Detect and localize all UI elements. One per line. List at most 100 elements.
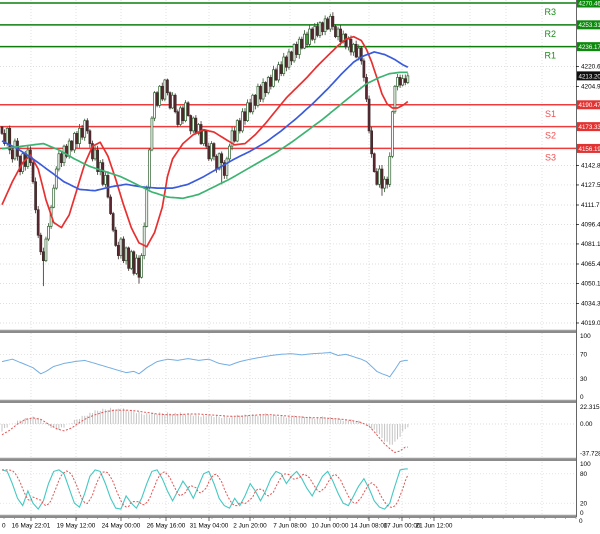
price-axis-value: 4034.35 [581, 301, 600, 308]
candle-body [194, 117, 198, 134]
candle-body [328, 15, 332, 30]
rsi-axis-value: 30 [580, 376, 588, 383]
candle-body [153, 92, 156, 119]
macd-axis-value: -37.728 [580, 450, 600, 457]
resistance-label-r3: R3 [544, 7, 556, 17]
panel-separator[interactable] [0, 458, 576, 461]
time-axis-label: 24 May 00:00 [102, 523, 141, 530]
candle-body [367, 98, 371, 132]
candle-body [349, 38, 353, 53]
candle-body [67, 140, 71, 157]
price-axis-value: 4065.40 [581, 261, 600, 268]
price-axis-value: 4019.05 [581, 320, 600, 327]
panel-separator[interactable] [0, 515, 576, 518]
price-axis-value: 4204.90 [581, 84, 600, 91]
candle-body [191, 117, 195, 132]
candle-body [378, 168, 381, 185]
candle-body [228, 145, 231, 160]
candle-body [91, 143, 94, 160]
candle-body [207, 145, 211, 160]
price-axis-strip[interactable] [576, 0, 600, 517]
panel-separator[interactable] [0, 330, 576, 333]
candle-body [160, 85, 164, 100]
candle-body [147, 149, 151, 189]
candle-body [158, 85, 162, 106]
candle-body [380, 168, 384, 189]
candle-body [199, 124, 203, 144]
candle-body [54, 168, 58, 189]
candle-body [212, 143, 216, 157]
candle-body [401, 78, 405, 86]
candle-body [119, 238, 123, 256]
price-axis-value: 4111.75 [581, 202, 600, 209]
candle-body [44, 238, 48, 262]
candle-body [145, 187, 149, 227]
candle-body [375, 171, 379, 185]
candle-body [318, 22, 322, 36]
candle-body [111, 213, 115, 231]
panel-separator[interactable] [0, 400, 576, 403]
stoch-d-line [2, 469, 409, 508]
candle-body [403, 78, 407, 83]
candle-body [261, 82, 265, 100]
candle-body [132, 251, 136, 274]
candle-body [140, 255, 143, 278]
candle-body [238, 120, 242, 132]
candle-body [34, 181, 37, 211]
candle-body [241, 111, 244, 132]
candle-body [300, 38, 304, 49]
candle-body [36, 209, 40, 236]
candle-body [326, 18, 330, 30]
candle-body [173, 94, 177, 113]
candle-body [42, 251, 45, 262]
candle-body [396, 77, 399, 87]
candle-body [13, 140, 17, 160]
candle-body [287, 51, 291, 68]
current-price-badge-value: 4213.20 [579, 73, 600, 80]
support-s1-badge-value: 4190.47 [579, 102, 600, 109]
candle-body [352, 43, 355, 53]
stoch-axis-value: 80 [580, 471, 588, 478]
candle-body [98, 162, 102, 172]
time-axis-label: 26 May 16:00 [147, 523, 186, 530]
candle-body [0, 126, 4, 134]
candle-body [357, 47, 361, 58]
candle-body [248, 102, 252, 113]
candle-body [359, 47, 363, 62]
candle-body [202, 130, 205, 144]
candle-body [60, 153, 63, 164]
candle-body [215, 155, 218, 170]
candle-body [104, 175, 107, 185]
candle-body [10, 149, 14, 160]
candle-body [235, 120, 239, 142]
candle-body [150, 117, 154, 151]
time-axis-label: 19 May 12:00 [57, 523, 96, 530]
support-label-s1: S1 [545, 109, 556, 119]
candle-body [313, 26, 317, 40]
time-axis-label: 7 Jun 08:00 [273, 523, 307, 530]
price-axis-value: 4220.65 [581, 64, 600, 71]
price-axis-value: 4142.80 [581, 163, 600, 170]
macd-signal-line [1, 409, 408, 454]
candle-body [370, 130, 374, 155]
candle-body [243, 111, 247, 122]
time-axis-label: 14 Jun 08:00 [351, 523, 388, 530]
candle-body [323, 18, 327, 32]
candle-body [179, 107, 182, 125]
candle-body [137, 257, 141, 278]
candle-body [334, 26, 337, 38]
time-axis-label: 31 May 04:00 [190, 523, 229, 530]
candle-body [316, 26, 319, 36]
price-axis-value: 4050.10 [581, 281, 600, 288]
macd-axis-value: 0.00 [580, 421, 593, 428]
candle-body [336, 28, 340, 38]
candle-body [189, 115, 193, 132]
candle-body [222, 162, 226, 176]
price-axis-value: 4096.45 [581, 222, 600, 229]
support-s3-badge-value: 4156.19 [579, 146, 600, 153]
candle-body [269, 77, 273, 87]
candle-body [292, 43, 296, 62]
candle-body [129, 251, 133, 269]
candle-body [256, 85, 260, 106]
